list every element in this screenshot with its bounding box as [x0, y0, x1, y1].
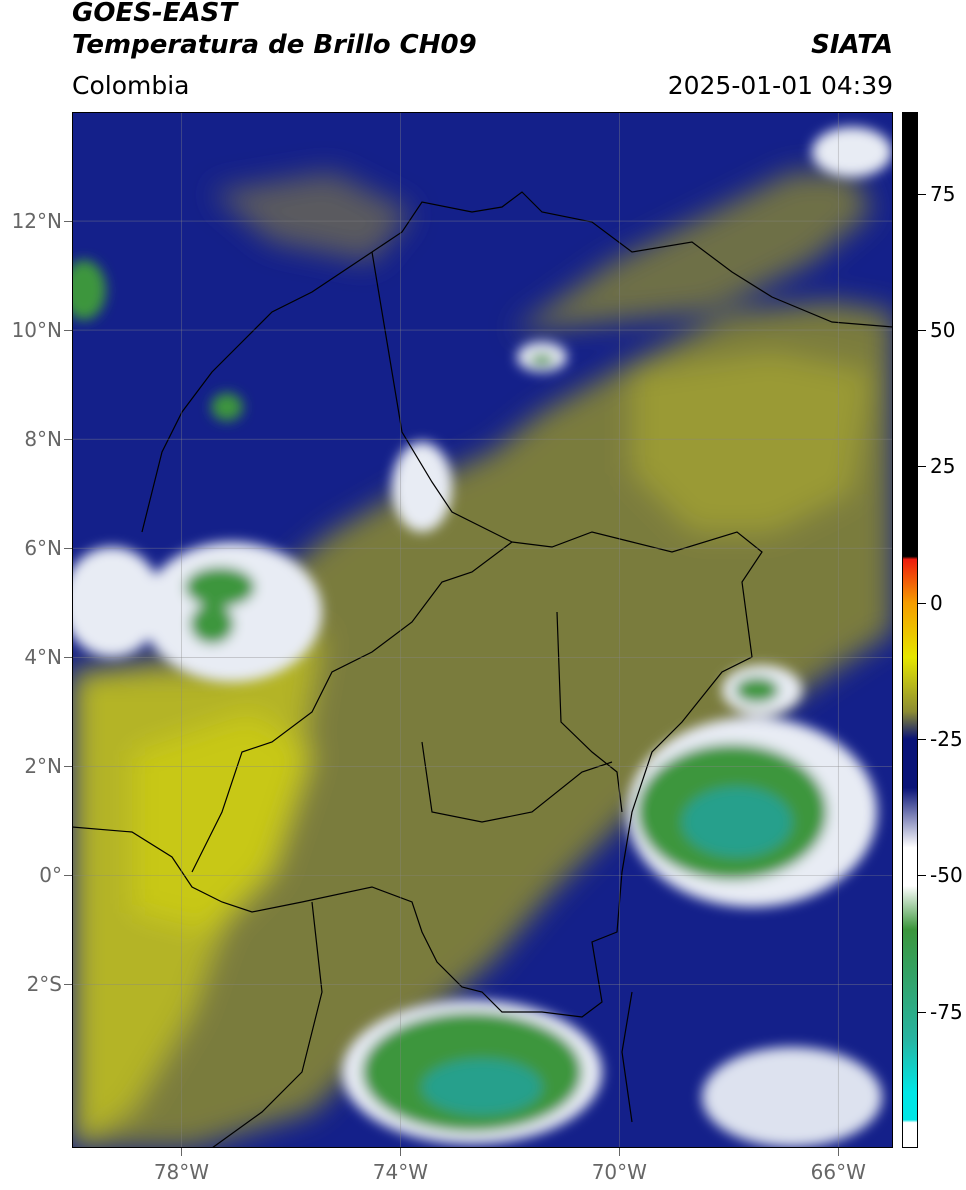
- map-canvas: [72, 112, 893, 1148]
- lat-tick: [64, 766, 72, 767]
- lon-tick: [838, 1148, 839, 1156]
- colorbar-tick: [918, 739, 926, 740]
- lat-tick-label: 8°N: [24, 427, 62, 451]
- colorbar-tick: [918, 603, 926, 604]
- lat-tick: [64, 548, 72, 549]
- lon-tick: [619, 1148, 620, 1156]
- lat-tick-label: 6°N: [24, 536, 62, 560]
- colorbar-tick: [918, 1012, 926, 1013]
- lat-tick-label: 2°S: [27, 972, 62, 996]
- colorbar-tick-label: 75: [930, 182, 955, 206]
- lon-tick-label: 70°W: [592, 1160, 647, 1184]
- lat-tick: [64, 439, 72, 440]
- lat-tick: [64, 330, 72, 331]
- lon-tick: [400, 1148, 401, 1156]
- satellite-title: GOES-EAST: [72, 0, 237, 28]
- lat-tick-label: 0°: [39, 863, 62, 887]
- brightness-temperature-map: [72, 112, 893, 1148]
- lat-tick: [64, 984, 72, 985]
- colorbar-tick-label: -25: [930, 727, 963, 751]
- datetime-label: 2025-01-01 04:39: [668, 71, 893, 100]
- lon-tick: [181, 1148, 182, 1156]
- colorbar-tick-label: 50: [930, 318, 955, 342]
- region-label: Colombia: [72, 71, 189, 100]
- lon-tick-label: 66°W: [811, 1160, 866, 1184]
- org-label: SIATA: [811, 30, 893, 60]
- lon-tick-label: 74°W: [373, 1160, 428, 1184]
- lat-tick-label: 4°N: [24, 645, 62, 669]
- colorbar-tick: [918, 875, 926, 876]
- lat-tick: [64, 221, 72, 222]
- colorbar-tick-label: 25: [930, 454, 955, 478]
- lat-tick-label: 10°N: [12, 318, 62, 342]
- lat-tick-label: 12°N: [12, 209, 62, 233]
- product-title: Temperatura de Brillo CH09: [72, 30, 477, 60]
- colorbar-tick-label: -50: [930, 863, 963, 887]
- lat-tick: [64, 875, 72, 876]
- colorbar-tick: [918, 194, 926, 195]
- lat-tick-label: 2°N: [24, 754, 62, 778]
- colorbar: [902, 112, 918, 1148]
- colorbar-tick-label: -75: [930, 1000, 963, 1024]
- lat-tick: [64, 657, 72, 658]
- colorbar-tick: [918, 466, 926, 467]
- colorbar-tick: [918, 330, 926, 331]
- colorbar-tick-label: 0: [930, 591, 943, 615]
- lon-tick-label: 78°W: [154, 1160, 209, 1184]
